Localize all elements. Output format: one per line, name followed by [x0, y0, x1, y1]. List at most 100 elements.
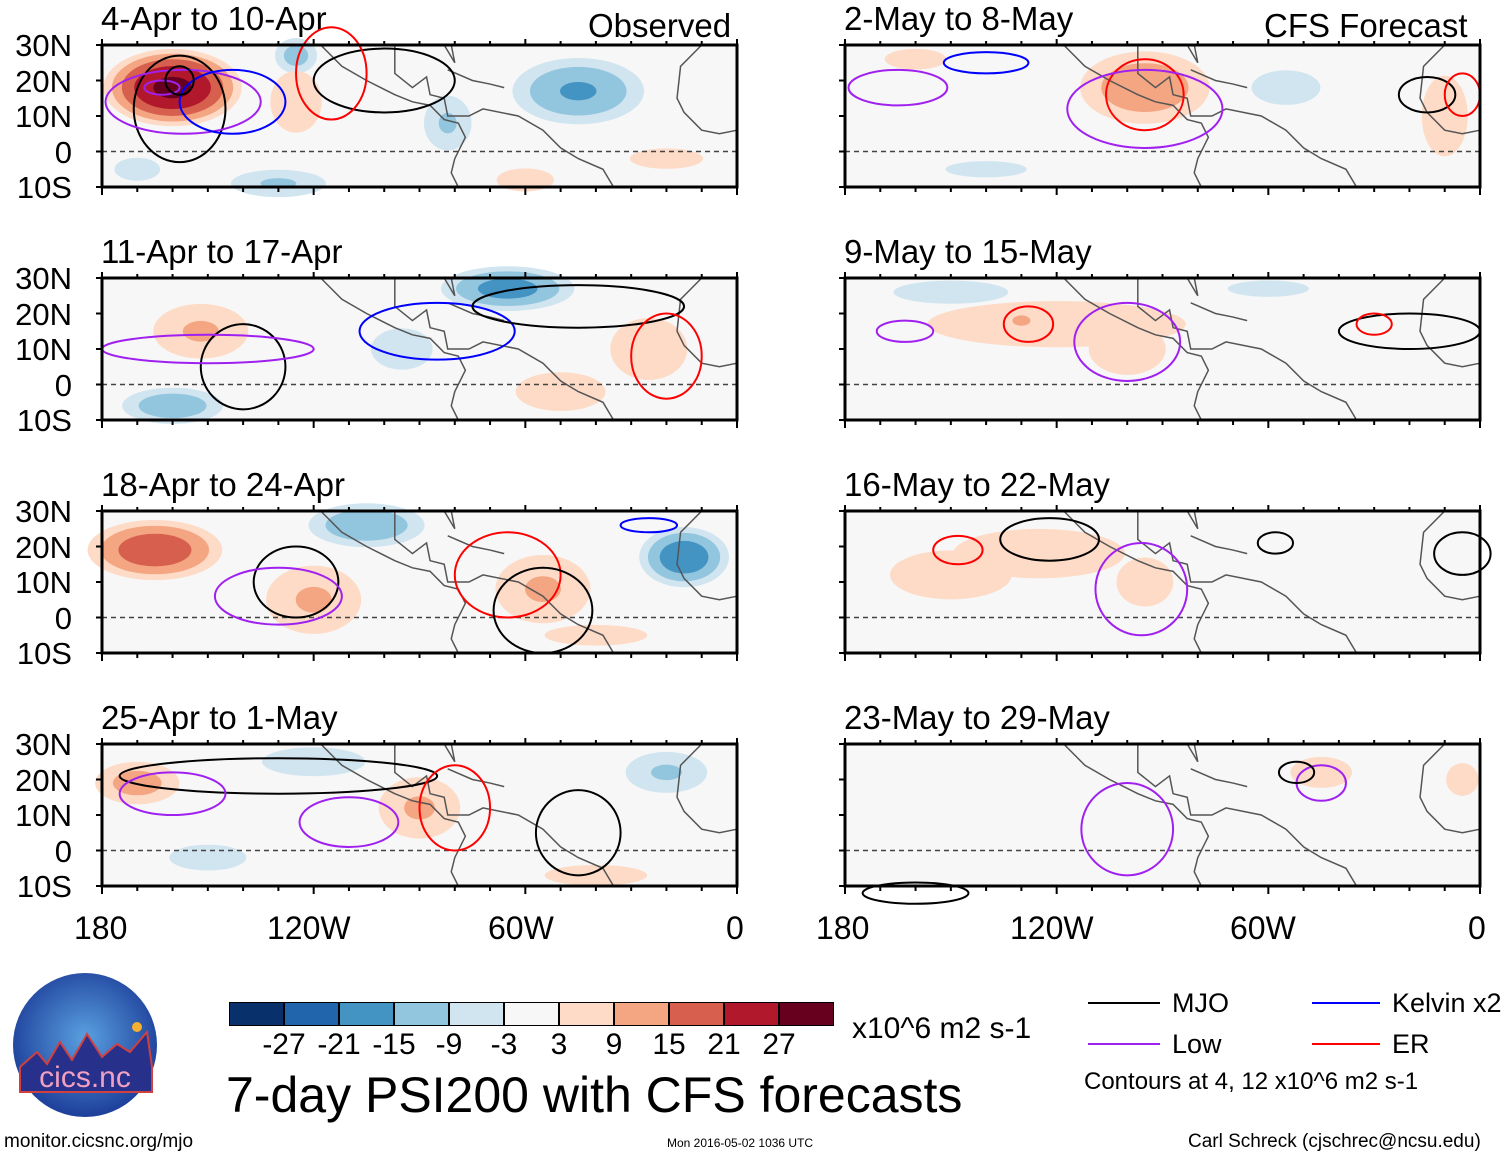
anomaly-shade — [169, 844, 247, 871]
contour-mjo — [534, 789, 622, 877]
low-line-swatch — [1088, 1043, 1160, 1045]
anomaly-shade — [1227, 280, 1309, 297]
figure-title: 7-day PSI200 with CFS forecasts — [226, 1067, 963, 1123]
colorbar-swatch — [284, 1002, 339, 1026]
contour-low — [143, 79, 181, 96]
colorbar-swatch — [614, 1002, 669, 1026]
anomaly-shade — [884, 48, 947, 70]
colorbar-label: 3 — [550, 1028, 568, 1061]
lat-tick: 0 — [54, 600, 72, 636]
colorbar-label: -27 — [262, 1028, 306, 1061]
map-panel — [839, 272, 1482, 428]
lat-tick: 30N — [15, 727, 72, 762]
contour-low — [1080, 782, 1175, 877]
contour-er — [630, 312, 703, 400]
contour-mjo — [861, 881, 970, 905]
colorbar-swatch — [779, 1002, 834, 1026]
coastline — [1186, 277, 1199, 297]
lat-tick: 10S — [16, 403, 72, 438]
contour-kelvin — [619, 517, 679, 534]
anomaly-shade — [651, 764, 682, 781]
contour-low — [1094, 541, 1189, 637]
anomaly-shade — [610, 318, 688, 380]
lon-tick: 60W — [488, 910, 554, 946]
colorbar-label: 27 — [762, 1028, 796, 1061]
contour-mjo — [471, 284, 686, 329]
coastline — [320, 510, 467, 654]
contour-mjo — [252, 545, 340, 619]
coastline — [1137, 511, 1358, 654]
map-panel — [96, 26, 739, 198]
panel-title: 23-May to 29-May — [844, 699, 1110, 736]
anomaly-shade — [1290, 756, 1353, 788]
coastline — [394, 744, 615, 887]
legend-low: Low — [1172, 1029, 1222, 1059]
coastline — [676, 510, 738, 601]
lon-tick: 120W — [1010, 910, 1094, 946]
contour-mjo — [1433, 531, 1492, 576]
anomaly-shade — [1251, 70, 1321, 105]
cfs-forecast-label: CFS Forecast — [1264, 7, 1468, 44]
lat-tick: 30N — [15, 261, 72, 296]
contour-er — [932, 534, 984, 566]
colorbar-swatch — [504, 1002, 559, 1026]
anomaly-shade — [114, 157, 161, 181]
panel-background — [845, 744, 1480, 886]
contour-low — [1073, 301, 1182, 382]
contour-low — [213, 566, 343, 626]
map-panel — [839, 39, 1482, 195]
observed-label: Observed — [588, 7, 732, 44]
coastline — [1063, 510, 1210, 654]
anomaly-shade — [1116, 557, 1174, 607]
contour-kelvin — [178, 68, 287, 135]
lat-tick: 20N — [15, 529, 72, 565]
legend-kelvin: Kelvin x2 — [1392, 988, 1502, 1018]
coastline — [1419, 510, 1481, 601]
anomaly-shade — [525, 576, 561, 603]
footer-url[interactable]: monitor.cicsnc.org/mjo — [4, 1131, 194, 1152]
footer-author: Carl Schreck (cjschrec@ncsu.edu) — [1188, 1131, 1481, 1152]
lat-tick: 10S — [16, 636, 72, 671]
contour-mjo — [118, 757, 439, 795]
map-panel — [87, 503, 739, 661]
anomaly-shade — [544, 624, 648, 646]
coastline — [1190, 69, 1248, 89]
kelvin-line-swatch — [1312, 1002, 1380, 1004]
anomaly-shade — [138, 393, 207, 418]
contour-er — [1105, 58, 1185, 132]
lat-tick: 20N — [15, 762, 72, 798]
coastline — [1137, 278, 1358, 421]
lat-tick: 30N — [15, 494, 72, 529]
anomaly-shade — [118, 533, 192, 567]
contour-low — [847, 68, 949, 107]
lat-tick: 10N — [15, 565, 72, 600]
coastline — [320, 743, 467, 887]
panel-title: 2-May to 8-May — [844, 0, 1074, 37]
colorbar-swatch — [394, 1002, 449, 1026]
map-panel — [839, 505, 1492, 661]
lat-tick: 30N — [15, 28, 72, 63]
map-panel — [95, 738, 739, 894]
coastline — [1419, 277, 1481, 368]
panel-title: 9-May to 15-May — [844, 233, 1092, 270]
colorbar-label: 21 — [707, 1028, 741, 1061]
lat-tick: 10S — [16, 170, 72, 205]
contour-low — [118, 771, 227, 816]
coastline — [443, 510, 456, 530]
contour-low — [298, 796, 400, 848]
anomaly-shade — [1012, 315, 1031, 326]
anomaly-shade — [889, 550, 1012, 600]
anomaly-shade — [544, 865, 648, 886]
coastline — [1063, 743, 1210, 887]
contour-mjo — [164, 65, 195, 96]
coastline — [1137, 45, 1358, 188]
anomaly-shade — [515, 372, 606, 411]
coastline — [320, 277, 467, 421]
contour-low — [875, 319, 935, 343]
units-label: x10^6 m2 s-1 — [852, 1012, 1032, 1045]
anomaly-shade — [325, 509, 408, 541]
coastline — [447, 535, 505, 555]
contour-er — [295, 26, 368, 121]
coastline — [676, 277, 738, 368]
coastline — [1419, 743, 1481, 834]
